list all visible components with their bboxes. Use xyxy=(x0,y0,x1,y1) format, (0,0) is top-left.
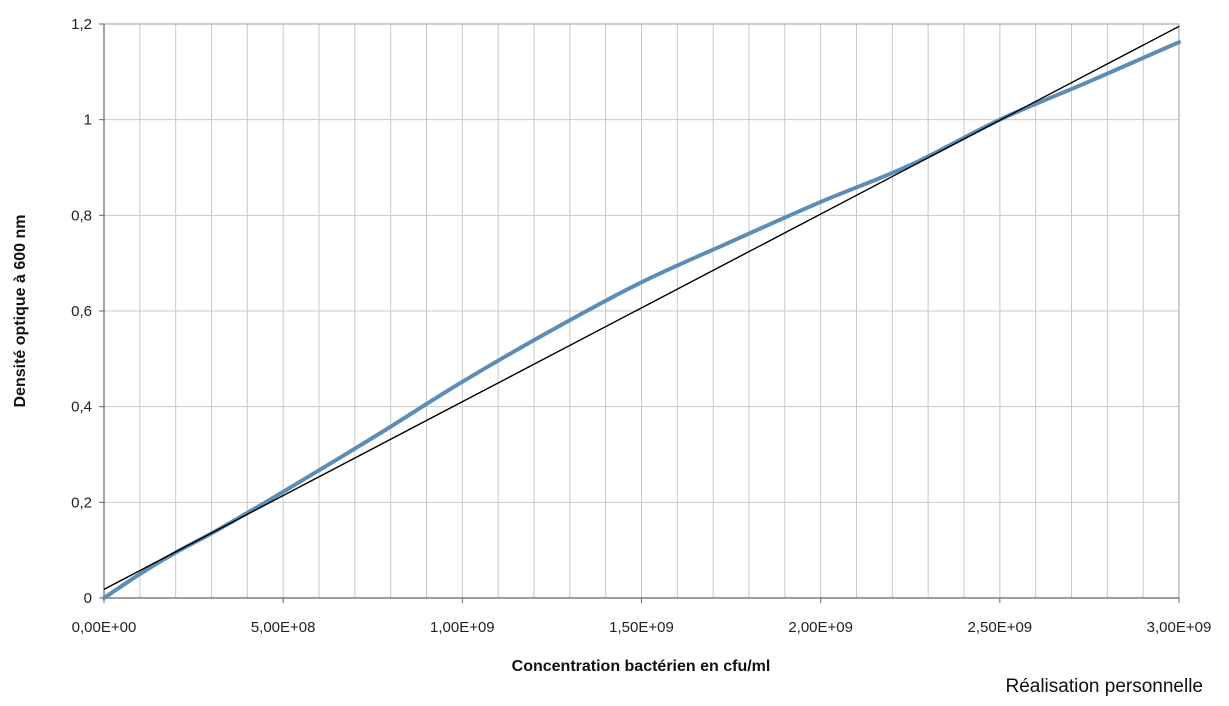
axes xyxy=(99,23,1180,603)
y-tick-label: 0,6 xyxy=(71,303,92,320)
y-axis-title: Densité optique à 600 nm xyxy=(12,215,29,408)
x-tick-label: 2,50E+09 xyxy=(968,619,1033,636)
y-tick-label: 0,4 xyxy=(71,399,92,416)
x-tick-label: 0,00E+00 xyxy=(72,619,137,636)
series xyxy=(102,25,1181,600)
x-axis-title: Concentration bactérien en cfu/ml xyxy=(512,658,771,675)
y-tick-label: 0,2 xyxy=(71,494,92,511)
trendline xyxy=(103,25,1180,591)
y-tick-label: 0,8 xyxy=(71,207,92,224)
x-tick-label: 1,50E+09 xyxy=(609,619,674,636)
x-tick-label: 2,00E+09 xyxy=(788,619,853,636)
tick-labels: 0,00E+00 5,00E+08 1,00E+09 1,50E+09 2,00E+09… xyxy=(71,16,1211,636)
x-tick-label: 5,00E+08 xyxy=(251,619,316,636)
y-tick-label: 0 xyxy=(84,590,92,607)
x-tick-label: 3,00E+09 xyxy=(1147,619,1212,636)
y-tick-label: 1,2 xyxy=(71,16,92,33)
credit-text: Réalisation personnelle xyxy=(1005,676,1203,697)
y-tick-label: 1 xyxy=(84,112,92,129)
x-tick-label: 1,00E+09 xyxy=(430,619,495,636)
